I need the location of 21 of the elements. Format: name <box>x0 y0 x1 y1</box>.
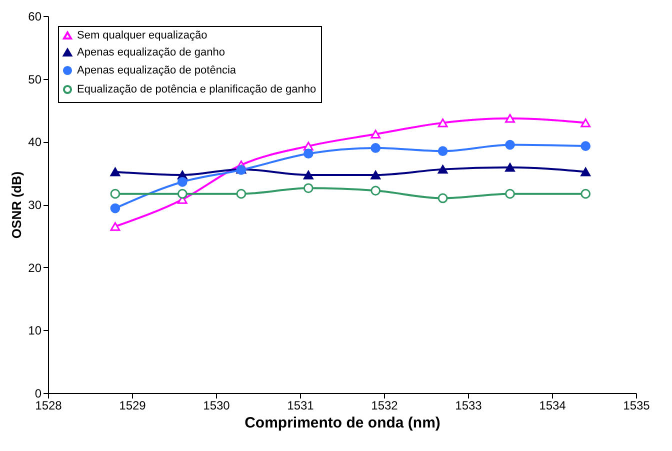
y-tick-label: 30 <box>28 198 42 212</box>
legend-label: Apenas equalização de ganho <box>77 46 226 58</box>
x-axis-title: Comprimento de onda (nm) <box>244 414 440 432</box>
x-tick-label: 1528 <box>35 398 62 412</box>
x-tick-label: 1535 <box>623 398 650 412</box>
y-tick-label: 50 <box>28 72 42 86</box>
y-tick-label: 60 <box>28 10 42 24</box>
x-tick-label: 1531 <box>287 398 314 412</box>
x-tick-label: 1534 <box>539 398 566 412</box>
x-tick-label: 1530 <box>203 398 230 412</box>
legend-label: Apenas equalização de potência <box>77 64 237 76</box>
legend-label: Sem qualquer equalização <box>77 30 208 42</box>
legend-label: Equalização de potência e planificação de ganho <box>77 84 316 96</box>
y-tick-label: 20 <box>28 260 42 275</box>
x-tick-label: 1529 <box>119 398 146 412</box>
y-tick-label: 40 <box>28 135 42 150</box>
x-tick-label: 1533 <box>455 398 482 412</box>
y-tick-label: 0 <box>34 386 42 400</box>
y-axis-title: OSNR (dB) <box>9 171 24 239</box>
y-tick-label: 10 <box>28 324 42 338</box>
x-tick-label: 1532 <box>371 398 398 412</box>
